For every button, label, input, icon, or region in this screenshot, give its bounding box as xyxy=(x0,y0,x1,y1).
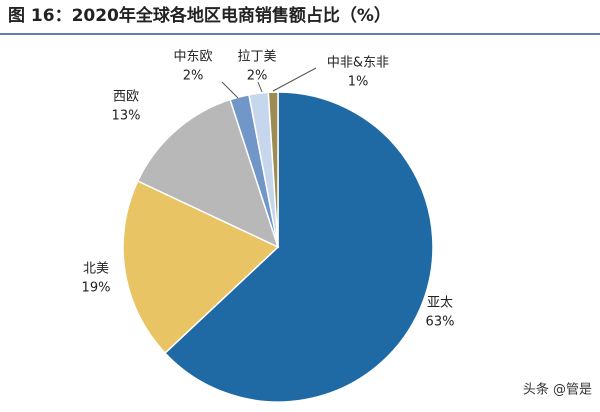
leader-line xyxy=(272,67,317,92)
value-label: 13% xyxy=(112,109,141,124)
value-label: 2% xyxy=(247,69,268,84)
pie-slice xyxy=(267,91,279,248)
pie-slice xyxy=(163,91,434,403)
slice-label: 拉丁美 xyxy=(237,50,276,65)
slice-label: 亚太 xyxy=(427,296,453,311)
slice-label: 中东欧 xyxy=(173,50,212,65)
value-label: 19% xyxy=(82,281,111,296)
chart-title: 图 16：2020年全球各地区电商销售额占比（%） xyxy=(8,5,391,26)
pie-slice xyxy=(136,98,280,249)
value-label: 1% xyxy=(348,75,369,90)
value-label: 63% xyxy=(426,315,455,330)
pie-slice xyxy=(122,180,280,355)
leader-line xyxy=(257,81,263,93)
slice-label: 西欧 xyxy=(113,90,139,105)
value-label: 2% xyxy=(183,69,204,84)
slice-label: 中非&东非 xyxy=(327,56,389,71)
leader-line xyxy=(221,81,239,99)
slice-label: 北美 xyxy=(83,262,109,277)
watermark: 头条 @管是 xyxy=(523,382,592,398)
